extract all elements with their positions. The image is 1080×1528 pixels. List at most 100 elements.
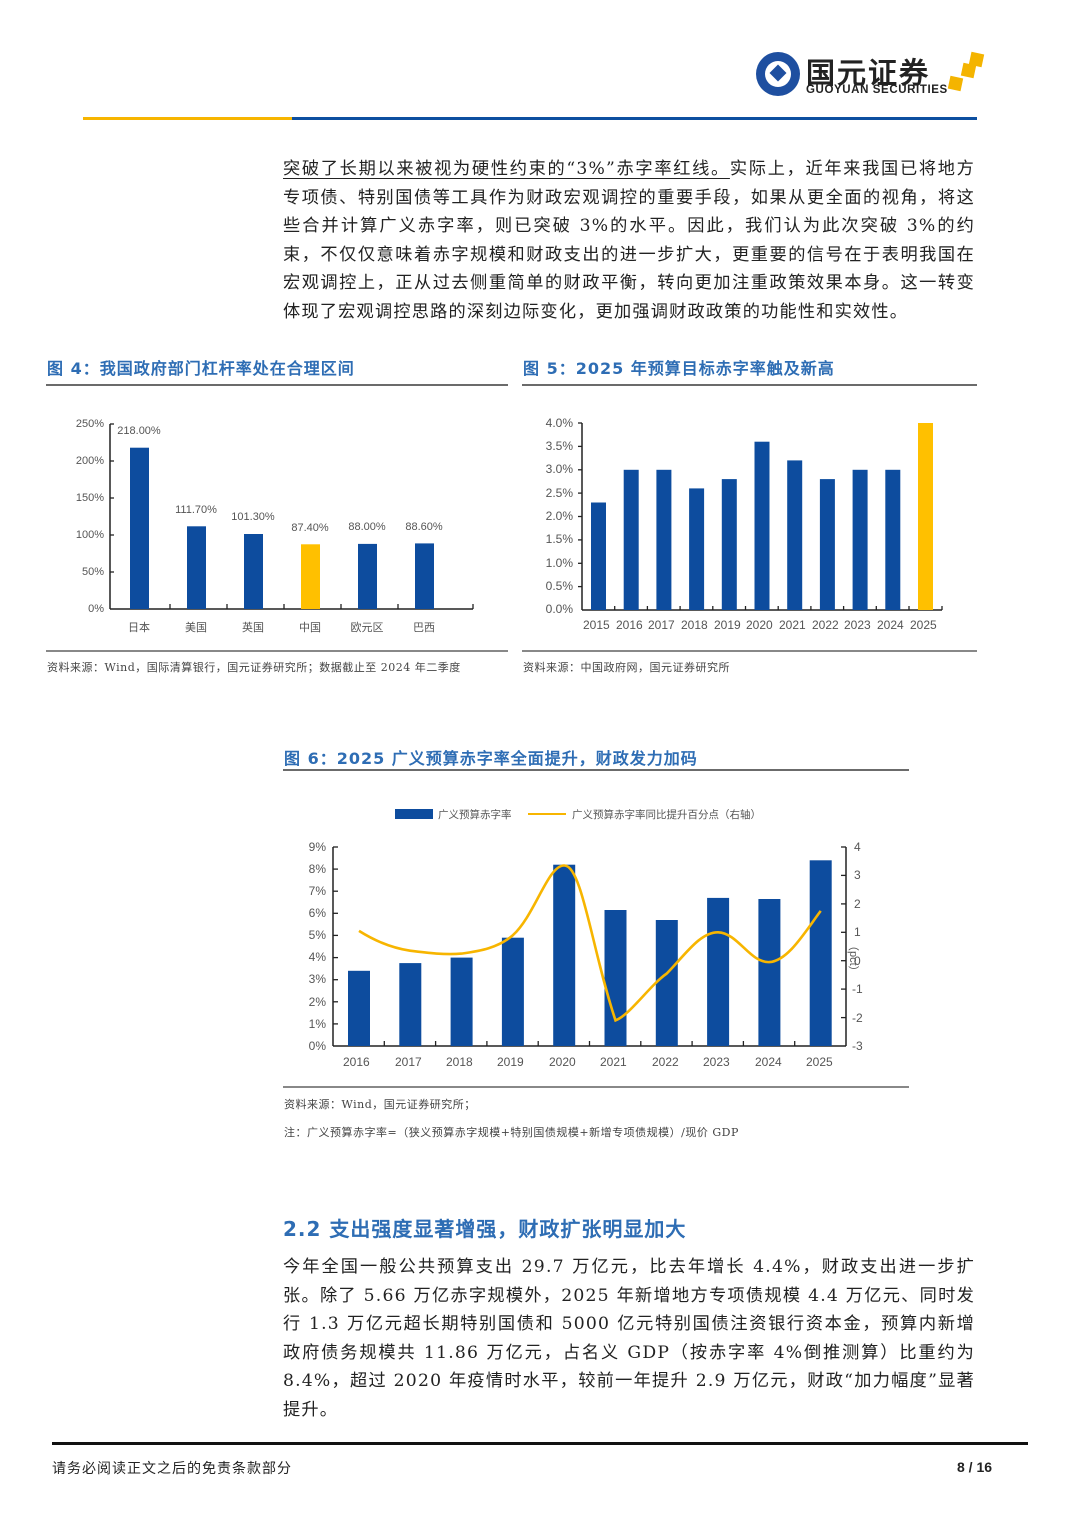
- data-label: 88.00%: [348, 521, 386, 533]
- y-tick: 50%: [81, 566, 104, 578]
- header-rule-yellow: [83, 117, 292, 120]
- y-tick: 1.0%: [545, 556, 573, 570]
- bar-2016: [348, 970, 370, 1046]
- x-category: 中国: [299, 621, 321, 634]
- x-category: 美国: [185, 621, 207, 634]
- figure-5-chart: [578, 422, 943, 611]
- figure-4-chart: [109, 423, 474, 610]
- x-tick: 2020: [746, 618, 773, 632]
- figure-6-title: 图 6：2025 广义预算赤字率全面提升，财政发力加码: [284, 749, 698, 768]
- y-right-tick: 2: [854, 897, 861, 911]
- bar-2022: [819, 479, 835, 610]
- y-tick: 0%: [88, 603, 104, 615]
- x-tick: 2024: [755, 1055, 782, 1069]
- y-right-tick: 0: [854, 954, 861, 968]
- bar-2016: [623, 469, 639, 610]
- logo-square-icon: [947, 75, 964, 92]
- figure-4-bottom-rule: [46, 650, 508, 652]
- bar-2017: [399, 963, 422, 1046]
- x-tick: 2021: [779, 618, 806, 632]
- legend-bar-label: 广义预算赤字率: [438, 809, 512, 821]
- figure-6-source: 资料来源：Wind，国元证券研究所；: [284, 1098, 476, 1111]
- bar-usa: [187, 526, 206, 609]
- y-tick: 3.0%: [545, 462, 573, 476]
- x-tick: 2022: [652, 1055, 679, 1069]
- x-category: 欧元区: [350, 621, 384, 634]
- x-category: 英国: [242, 621, 264, 634]
- footer-disclaimer: 请务必阅读正文之后的免责条款部分: [52, 1461, 292, 1477]
- bar-2023: [852, 469, 868, 610]
- x-tick: 2017: [395, 1055, 422, 1069]
- yoy-change-line: [358, 864, 822, 1023]
- y-right-tick: -1: [852, 982, 863, 996]
- figure-5-bottom-rule: [522, 650, 977, 652]
- figure-6-top-rule: [283, 769, 909, 771]
- data-label: 87.40%: [291, 522, 329, 534]
- y-left-tick: 2%: [308, 995, 326, 1009]
- bar-2018: [689, 488, 705, 610]
- bar-2025: [809, 860, 832, 1046]
- bar-japan: [130, 447, 149, 609]
- y-tick: 200%: [75, 455, 104, 467]
- bar-2020: [754, 441, 770, 610]
- bar-2021: [604, 910, 627, 1046]
- y-tick: 150%: [75, 492, 104, 504]
- figure-4-top-rule: [46, 384, 508, 386]
- y-tick: 1.5%: [545, 532, 573, 546]
- bar-2023: [707, 897, 730, 1046]
- figure-4-source: 资料来源：Wind，国际清算银行，国元证券研究所；数据截止至 2024 年二季度: [47, 661, 461, 674]
- x-tick: 2025: [910, 618, 937, 632]
- bar-2019: [721, 479, 737, 610]
- y-left-tick: 8%: [308, 862, 326, 876]
- paragraph-text: 实际上，近年来我国已将地方专项债、特别国债等工具作为财政宏观调控的重要手段，如果…: [283, 159, 976, 322]
- y-right-tick: 3: [854, 868, 861, 882]
- bar-china: [301, 544, 320, 609]
- figure-4-title: 图 4：我国政府部门杠杆率处在合理区间: [47, 359, 355, 378]
- bar-2020: [553, 864, 576, 1046]
- bar-2021: [787, 460, 803, 610]
- legend-line-label: 广义预算赤字率同比提升百分点（右轴）: [572, 809, 761, 821]
- y-left-tick: 6%: [308, 906, 326, 920]
- y-tick: 2.5%: [545, 486, 573, 500]
- y-right-tick: 4: [854, 840, 861, 854]
- y-left-tick: 5%: [308, 928, 326, 942]
- y-tick: 4.0%: [545, 416, 573, 430]
- legend-line-swatch: [528, 813, 566, 815]
- y-tick: 2.0%: [545, 509, 573, 523]
- bar-2024: [758, 899, 781, 1046]
- y-right-tick: -2: [852, 1011, 863, 1025]
- header-rule-blue: [292, 117, 977, 120]
- x-tick: 2022: [812, 618, 839, 632]
- data-label: 101.30%: [231, 511, 275, 523]
- y-tick: 0.5%: [545, 579, 573, 593]
- intro-paragraph: 突破了长期以来被视为硬性约束的“3%”赤字率红线。实际上，近年来我国已将地方专项…: [283, 155, 975, 327]
- legend-bar-swatch: [395, 809, 433, 819]
- x-tick: 2017: [648, 618, 675, 632]
- figure-5-title: 图 5：2025 年预算目标赤字率触及新高: [523, 359, 835, 378]
- data-label: 88.60%: [405, 521, 443, 533]
- x-tick: 2019: [714, 618, 741, 632]
- logo-square-icon: [960, 62, 977, 79]
- section-paragraph: 今年全国一般公共预算支出 29.7 万亿元，比去年增长 4.4%，财政支出进一步…: [283, 1257, 975, 1420]
- y-tick: 3.5%: [545, 439, 573, 453]
- x-tick: 2016: [616, 618, 643, 632]
- figure-6-bottom-rule: [283, 1086, 909, 1088]
- x-tick: 2019: [497, 1055, 524, 1069]
- x-tick: 2025: [806, 1055, 833, 1069]
- x-tick: 2024: [877, 618, 904, 632]
- bar-2022: [655, 920, 678, 1046]
- logo-english-name: GUOYUAN SECURITIES: [806, 84, 948, 96]
- data-label: 218.00%: [117, 425, 161, 437]
- y-tick: 0.0%: [545, 602, 573, 616]
- underlined-sentence: 突破了长期以来被视为硬性约束的“3%”赤字率红线。: [283, 159, 730, 179]
- page-number: 8 / 16: [957, 1459, 993, 1475]
- bar-2025: [918, 423, 933, 610]
- figure-5-top-rule: [522, 384, 977, 386]
- y-tick: 100%: [75, 529, 104, 541]
- logo-emblem-icon: [756, 52, 800, 96]
- y-right-axis-label: （pct）: [847, 940, 859, 977]
- y-right-tick: -3: [852, 1039, 863, 1053]
- x-tick: 2018: [681, 618, 708, 632]
- bar-brazil: [415, 543, 434, 609]
- y-left-tick: 0%: [308, 1039, 326, 1053]
